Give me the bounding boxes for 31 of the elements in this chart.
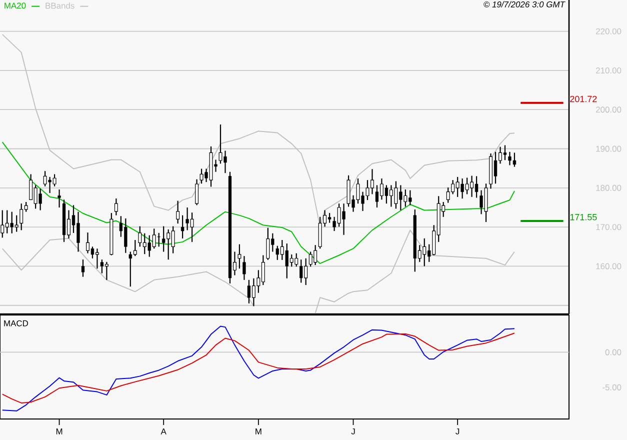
- x-tick-label: A: [160, 428, 166, 434]
- ref-line-label: 171.55: [570, 214, 597, 220]
- y-tick-label: 190.00: [596, 146, 622, 152]
- line-series: [2, 332, 515, 404]
- legend-label: BBands: [46, 2, 74, 9]
- x-tick-label: M: [56, 428, 62, 434]
- candlestick: [180, 214, 184, 239]
- candlestick: [58, 188, 61, 208]
- ref-line-label: 201.72: [570, 96, 597, 102]
- candlestick: [81, 259, 85, 278]
- y-tick-label: 0.00: [605, 349, 622, 356]
- candlestick: [114, 198, 118, 216]
- y-tick-label: -5.00: [602, 384, 622, 390]
- y-tick-label: 170.00: [596, 224, 622, 230]
- line-series: [2, 142, 515, 264]
- candlestick: [176, 200, 180, 224]
- candlestick: [238, 244, 242, 270]
- x-tick-label: M: [256, 428, 262, 434]
- x-tick-label: J: [456, 428, 460, 434]
- annotation: © 19/7/2026 3:0 GMT: [484, 1, 566, 8]
- y-tick-label: 200.00: [596, 106, 622, 113]
- legend-label: MA20: [4, 2, 26, 9]
- chart-title: MACD: [4, 320, 28, 326]
- y-tick-label: 160.00: [596, 263, 622, 270]
- x-tick-label: J: [351, 428, 355, 434]
- candlestick: [195, 178, 199, 206]
- line-series: [2, 326, 515, 412]
- y-tick-label: 180.00: [596, 184, 622, 191]
- candlestick: [242, 255, 246, 280]
- y-tick-label: 210.00: [596, 67, 622, 74]
- y-tick-label: 220.00: [596, 28, 622, 34]
